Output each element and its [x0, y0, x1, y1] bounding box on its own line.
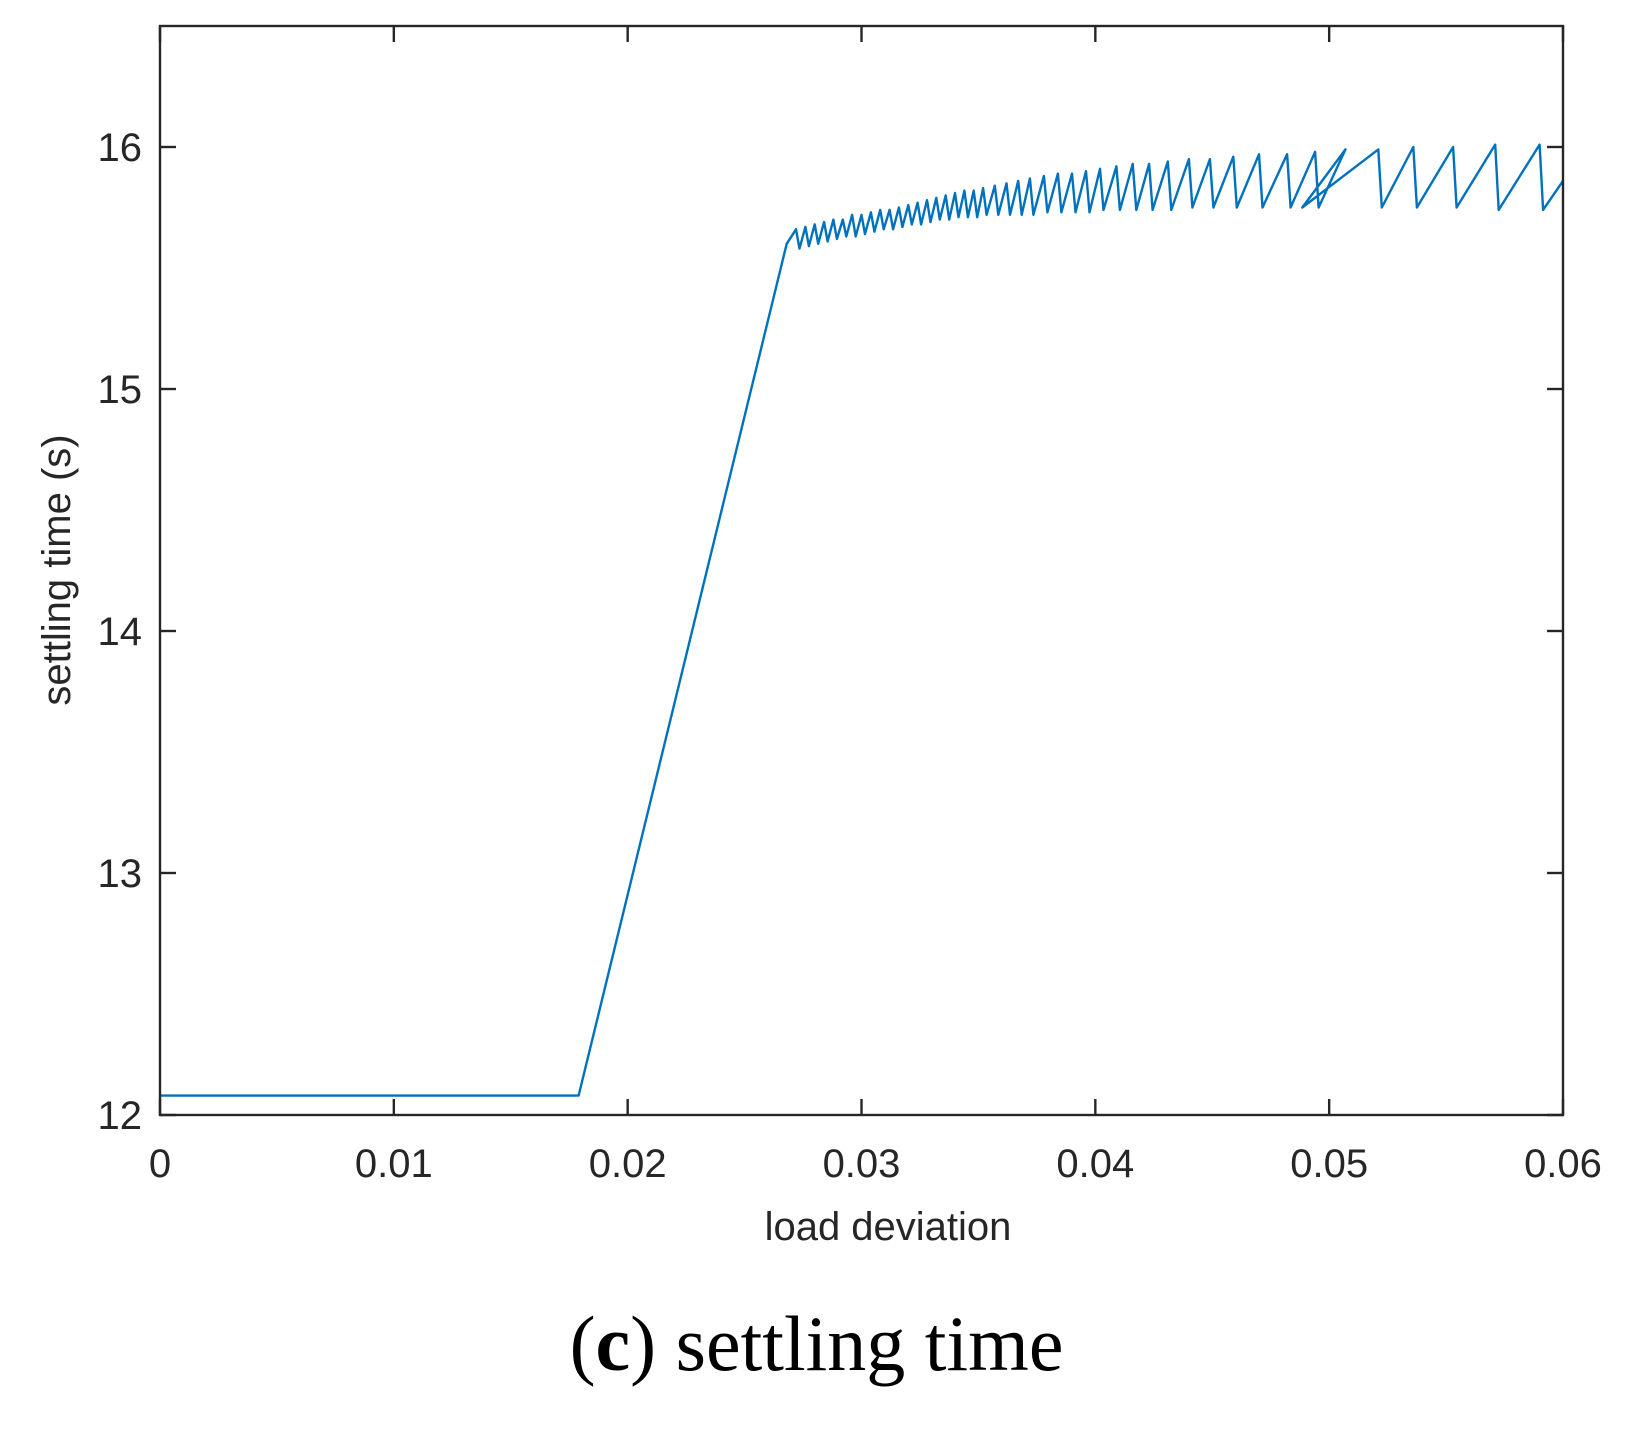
y-tick-labels: 12 13 14 15 16 — [98, 126, 143, 1138]
y-tick-label: 13 — [98, 852, 143, 896]
caption-letter: c — [595, 1300, 631, 1387]
x-tick-label: 0.06 — [1524, 1142, 1602, 1186]
y-axis-label: settling time (s) — [35, 434, 79, 705]
x-tick-label: 0.03 — [823, 1142, 901, 1186]
caption-text: ) settling time — [630, 1300, 1064, 1387]
y-tick-label: 12 — [98, 1094, 143, 1138]
y-tick-label: 14 — [98, 610, 143, 654]
x-axis-label: load deviation — [765, 1205, 1012, 1249]
x-tick-labels: 0 0.01 0.02 0.03 0.04 0.05 0.06 — [149, 1142, 1602, 1186]
x-tick-label: 0.04 — [1056, 1142, 1134, 1186]
figure-caption: (c) settling time — [0, 1305, 1633, 1383]
plot-area — [160, 26, 1563, 1115]
series-line — [160, 143, 1564, 1097]
x-tick-label: 0 — [149, 1142, 171, 1186]
x-tick-label: 0.05 — [1290, 1142, 1368, 1186]
x-tick-label: 0.02 — [589, 1142, 667, 1186]
y-tick-label: 15 — [98, 368, 143, 412]
x-tick-label: 0.01 — [355, 1142, 433, 1186]
y-tick-label: 16 — [98, 126, 143, 170]
caption-open: ( — [569, 1300, 596, 1387]
axes-box — [158, 24, 1565, 1117]
